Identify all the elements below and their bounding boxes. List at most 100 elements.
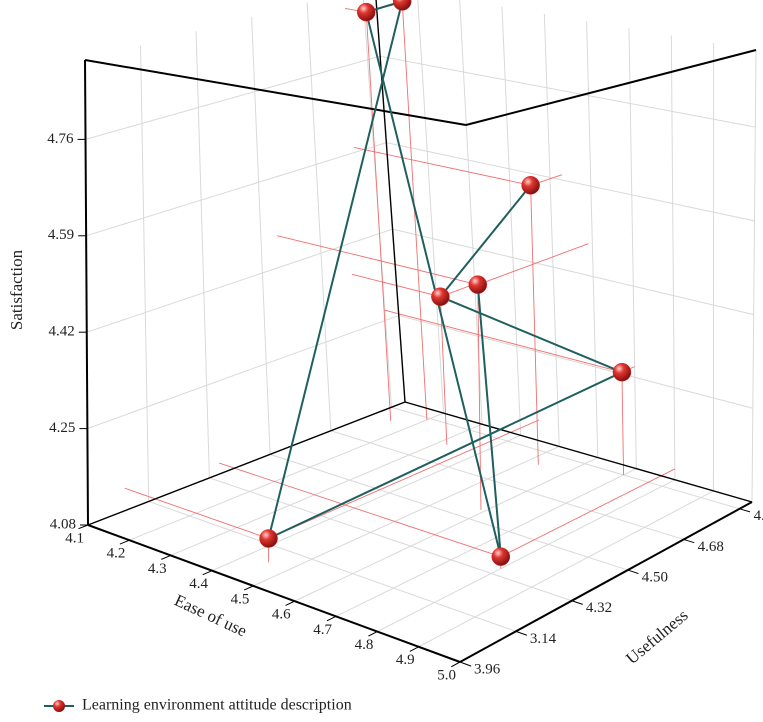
drop-line: [124, 487, 269, 539]
marker: [468, 275, 488, 294]
marker: [356, 2, 376, 22]
marker: [491, 547, 511, 566]
z-tick-label: 4.08: [50, 516, 76, 532]
z-tick-label: 4.42: [49, 324, 75, 340]
grid-line: [140, 45, 150, 502]
marker: [392, 0, 412, 11]
tick-mark: [326, 615, 337, 622]
grid-line: [628, 28, 637, 469]
x-tick-label: 4.3: [148, 561, 167, 577]
grid-line: [543, 13, 560, 447]
grid-line: [209, 477, 572, 602]
tick-mark: [627, 569, 639, 575]
tick-mark: [285, 600, 295, 606]
x-tick-label: 4.5: [231, 591, 250, 607]
drop-line: [353, 146, 531, 186]
drop-line: [500, 468, 676, 558]
tick-mark: [739, 508, 751, 513]
marker: [612, 362, 632, 382]
grid-line: [335, 468, 637, 617]
grid-line: [86, 228, 393, 333]
x-tick-label: 4.7: [313, 622, 332, 638]
grid-line: [148, 500, 517, 632]
drop-line: [268, 419, 540, 539]
x-tick-label: 5.0: [437, 667, 456, 683]
tick-mark: [450, 661, 461, 668]
drop-line: [365, 12, 392, 421]
drop-lines: [124, 0, 676, 569]
box: [77, 0, 757, 668]
box-edge: [87, 524, 461, 663]
y-tick-label: 3.96: [474, 661, 501, 677]
grid-line: [251, 16, 271, 455]
drop-line: [621, 372, 625, 475]
tick-mark: [409, 646, 419, 652]
z-tick-label: 4.76: [47, 131, 74, 147]
box-edge: [84, 59, 467, 126]
grid-line: [294, 457, 598, 602]
marker: [259, 529, 278, 548]
y-tick-label: 4.86: [754, 508, 763, 524]
grid: [84, 0, 757, 663]
x-tick-label: 4.9: [396, 652, 415, 668]
box-edge: [459, 501, 753, 663]
grid-line: [269, 453, 628, 571]
drop-line: [277, 235, 478, 286]
x-tick-label: 4.6: [272, 607, 291, 623]
grid-line: [418, 490, 714, 648]
grid-line: [85, 55, 381, 140]
grid-line: [386, 142, 755, 222]
tick-mark: [243, 585, 254, 591]
grid-line: [195, 31, 210, 478]
grid-line: [501, 6, 522, 436]
markers: [259, 0, 632, 566]
grid-line: [380, 55, 756, 128]
grid-line: [392, 228, 754, 316]
drop-line: [530, 185, 539, 465]
tick-mark: [571, 600, 583, 605]
y-tick-label: 3.14: [530, 631, 557, 647]
marker: [431, 287, 450, 306]
lines: [267, 0, 625, 557]
grid-line: [391, 406, 740, 510]
tick-mark: [368, 631, 378, 637]
grid-line: [670, 35, 676, 480]
marker: [521, 176, 540, 195]
tick-mark: [459, 661, 472, 667]
legend: Learning environment attitude descriptio…: [44, 697, 352, 714]
grid-line: [751, 49, 757, 503]
grid-line: [87, 315, 399, 430]
x-tick-label: 4.1: [65, 530, 84, 546]
z-tick-label: 4.59: [48, 227, 74, 243]
drop-line: [219, 462, 501, 558]
z-tick-label: 4.25: [49, 420, 75, 436]
grid-line: [85, 142, 387, 237]
box-edge: [404, 401, 753, 503]
tick-mark: [515, 630, 528, 636]
y-tick-label: 4.32: [586, 600, 612, 616]
grid-line: [586, 21, 599, 458]
box-edge: [87, 401, 406, 526]
y-tick-label: 4.68: [698, 539, 724, 555]
tick-mark: [78, 524, 89, 530]
tick-mark: [119, 539, 130, 545]
drop-line: [439, 296, 448, 445]
tick-mark: [683, 538, 695, 544]
z-axis-label: Satisfaction: [7, 249, 26, 330]
grid-line: [398, 315, 753, 409]
x-tick-label: 4.4: [189, 576, 208, 592]
grid-line: [306, 2, 332, 431]
series-line: [267, 0, 625, 557]
box-edge: [465, 49, 757, 126]
y-axis-label: Usefulness: [622, 606, 691, 669]
legend-marker: [53, 700, 65, 712]
grid-line: [129, 412, 444, 541]
grid-line: [211, 434, 521, 572]
y-tick-label: 4.50: [642, 570, 668, 586]
grid-line: [253, 445, 560, 587]
grid-line: [170, 423, 483, 556]
drop-line: [477, 243, 589, 286]
grid-line: [330, 430, 684, 540]
legend-label: Learning environment attitude descriptio…: [82, 697, 352, 714]
